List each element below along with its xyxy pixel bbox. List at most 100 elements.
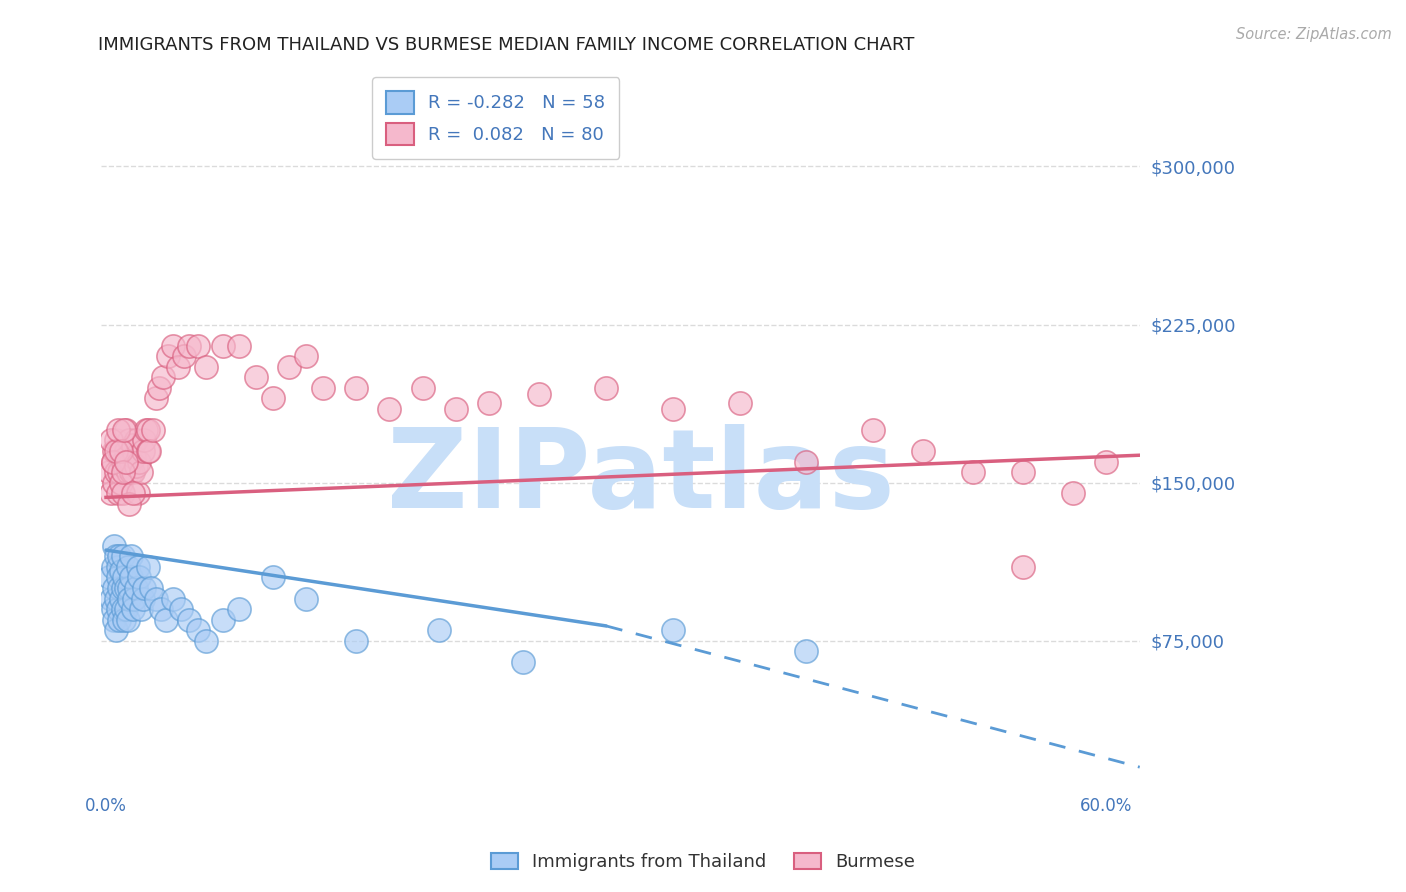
Point [107, 423, 129, 437]
Point [136, 560, 159, 574]
Point [120, 549, 142, 564]
Point [112, 458, 135, 473]
Point [166, 359, 188, 374]
Point [278, 359, 301, 374]
Point [103, 581, 125, 595]
Point [103, 444, 125, 458]
Point [115, 423, 138, 437]
Point [128, 454, 150, 468]
Point [111, 486, 134, 500]
Point [134, 581, 156, 595]
Point [108, 613, 131, 627]
Point [103, 475, 125, 490]
Point [127, 560, 149, 574]
Point [131, 444, 153, 458]
Point [312, 381, 335, 395]
Point [195, 633, 218, 648]
Point [136, 423, 159, 437]
Point [429, 623, 451, 637]
Point [344, 381, 367, 395]
Point [344, 633, 367, 648]
Point [98, 570, 121, 584]
Point [105, 444, 128, 458]
Point [150, 602, 173, 616]
Point [118, 434, 141, 448]
Point [112, 613, 135, 627]
Point [111, 602, 134, 616]
Point [228, 338, 250, 352]
Point [125, 434, 148, 448]
Point [1062, 486, 1084, 500]
Point [1095, 454, 1118, 468]
Point [662, 401, 685, 416]
Point [211, 613, 233, 627]
Point [295, 349, 318, 363]
Point [1012, 465, 1035, 479]
Point [129, 465, 152, 479]
Point [728, 395, 751, 409]
Point [100, 434, 122, 448]
Point [111, 581, 134, 595]
Point [295, 591, 318, 606]
Point [117, 560, 139, 574]
Point [110, 591, 132, 606]
Point [124, 450, 146, 465]
Point [262, 392, 284, 406]
Point [101, 454, 124, 468]
Point [111, 454, 134, 468]
Point [134, 434, 156, 448]
Point [110, 475, 132, 490]
Point [118, 591, 141, 606]
Legend: R = -0.282   N = 58, R =  0.082   N = 80: R = -0.282 N = 58, R = 0.082 N = 80 [373, 77, 620, 159]
Point [125, 458, 148, 473]
Point [179, 613, 201, 627]
Point [142, 423, 165, 437]
Point [105, 434, 128, 448]
Point [105, 623, 128, 637]
Point [131, 591, 153, 606]
Point [105, 465, 128, 479]
Point [101, 602, 124, 616]
Point [228, 602, 250, 616]
Point [595, 381, 617, 395]
Point [107, 486, 129, 500]
Point [105, 549, 128, 564]
Text: Source: ZipAtlas.com: Source: ZipAtlas.com [1236, 27, 1392, 42]
Point [121, 438, 143, 452]
Point [98, 465, 121, 479]
Point [108, 444, 131, 458]
Point [129, 602, 152, 616]
Point [187, 338, 209, 352]
Point [152, 370, 174, 384]
Point [195, 359, 218, 374]
Point [145, 392, 167, 406]
Point [103, 539, 125, 553]
Point [110, 564, 132, 578]
Point [662, 623, 685, 637]
Point [121, 486, 143, 500]
Point [117, 454, 139, 468]
Point [112, 570, 135, 584]
Point [120, 570, 142, 584]
Point [139, 581, 162, 595]
Point [107, 602, 129, 616]
Point [512, 655, 534, 669]
Point [108, 581, 131, 595]
Point [115, 444, 138, 458]
Point [162, 591, 184, 606]
Point [118, 497, 141, 511]
Point [211, 338, 233, 352]
Point [148, 381, 170, 395]
Point [120, 454, 142, 468]
Point [117, 613, 139, 627]
Point [155, 613, 177, 627]
Point [115, 602, 138, 616]
Point [124, 591, 146, 606]
Point [262, 570, 284, 584]
Point [111, 465, 134, 479]
Point [135, 423, 157, 437]
Point [101, 560, 124, 574]
Point [127, 486, 149, 500]
Point [105, 591, 128, 606]
Point [108, 465, 131, 479]
